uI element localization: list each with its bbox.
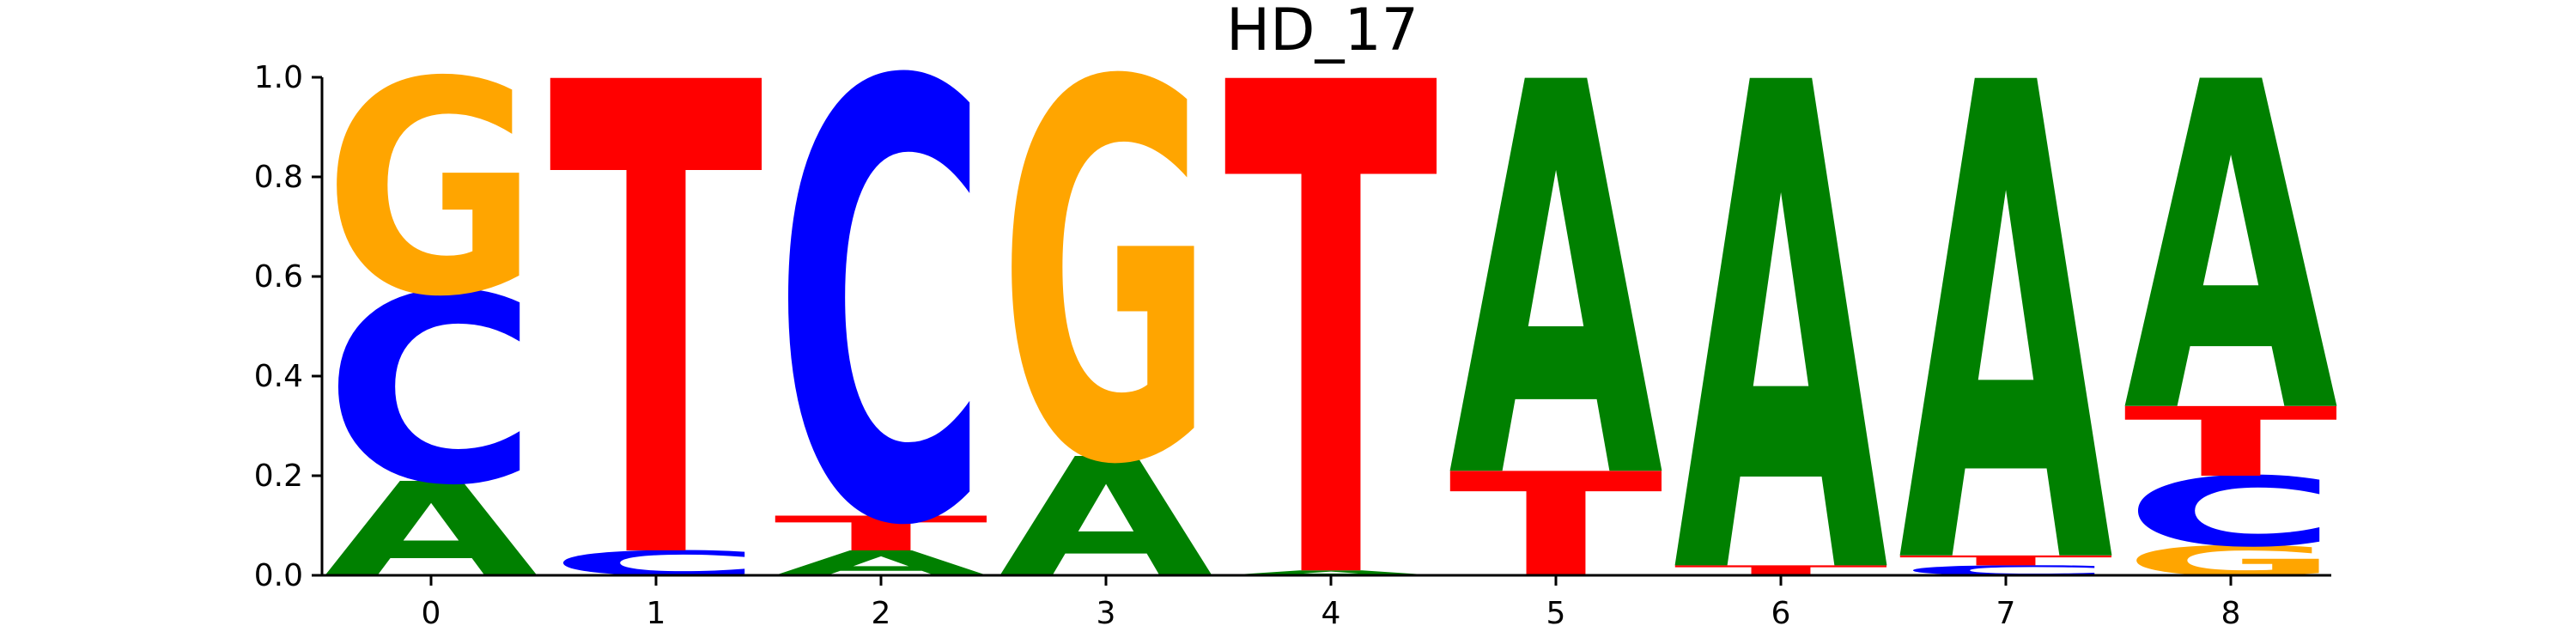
logo-letter-g: G bbox=[324, 21, 538, 361]
logo-letter-t: T bbox=[1224, 0, 1440, 644]
x-tick-label: 5 bbox=[1546, 596, 1566, 631]
y-tick-label: 0.2 bbox=[254, 459, 303, 494]
logo-letter-a: A bbox=[1899, 0, 2115, 644]
y-tick-label: 1.0 bbox=[254, 60, 303, 95]
y-tick-label: 0.0 bbox=[254, 558, 303, 593]
x-tick-label: 1 bbox=[647, 596, 666, 631]
logo-letter-t: T bbox=[2123, 387, 2340, 498]
x-tick-label: 7 bbox=[1996, 596, 2016, 631]
logo-letter-a: A bbox=[1449, 0, 1665, 598]
y-tick-label: 0.4 bbox=[254, 359, 303, 394]
logo-letter-a: A bbox=[1224, 569, 1438, 577]
logo-letter-a: A bbox=[1674, 0, 1890, 644]
x-tick-label: 4 bbox=[1321, 596, 1341, 631]
chart-title: HD_17 bbox=[1226, 0, 1419, 64]
logo-letter-t: T bbox=[774, 506, 990, 562]
logo-letter-c: C bbox=[774, 0, 988, 644]
logo-letter-t: T bbox=[1899, 553, 2115, 569]
x-tick-label: 6 bbox=[1771, 596, 1791, 631]
x-tick-label: 2 bbox=[872, 596, 891, 631]
y-tick-label: 0.6 bbox=[254, 259, 303, 295]
logo-letter-a: A bbox=[2123, 0, 2340, 513]
x-tick-label: 3 bbox=[1097, 596, 1116, 631]
logo-letter-t: T bbox=[549, 0, 765, 644]
logo-letter-c: C bbox=[2123, 457, 2338, 568]
x-tick-label: 0 bbox=[422, 596, 441, 631]
logo-letter-c: C bbox=[324, 240, 538, 542]
y-tick-label: 0.8 bbox=[254, 160, 303, 195]
logo-letter-g: G bbox=[999, 0, 1213, 578]
axes-layer: 0.0 0.2 0.4 0.6 0.8 1.0 0 1 2 3 4 5 6 7 8 bbox=[254, 60, 2331, 631]
x-tick-label: 8 bbox=[2221, 596, 2241, 631]
